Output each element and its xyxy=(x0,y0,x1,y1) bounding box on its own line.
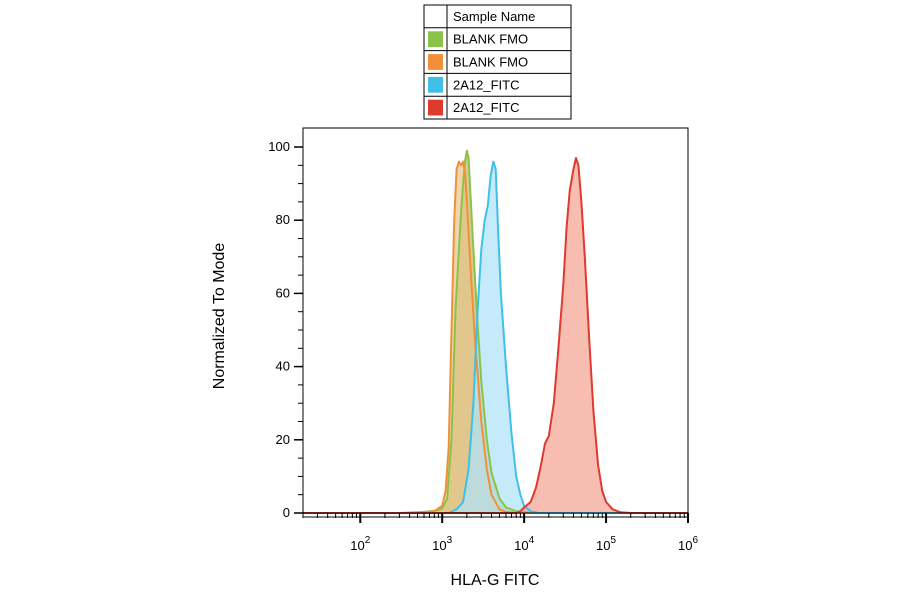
x-axis: 102 103 104 105 106 xyxy=(302,512,698,553)
legend: Sample Name BLANK FMO BLANK FMO 2A12_FITC 2A… xyxy=(423,4,572,120)
legend-swatch xyxy=(428,31,443,48)
y-tick-label: 20 xyxy=(276,432,290,447)
series-line-1 xyxy=(303,149,688,514)
x-axis-title: HLA-G FITC xyxy=(451,572,540,589)
legend-frame xyxy=(423,4,572,120)
legend-swatch xyxy=(428,76,443,93)
series-layer xyxy=(303,149,688,514)
series-line-3 xyxy=(303,160,688,514)
x-tick-label: 103 xyxy=(432,535,452,553)
y-axis-title: Normalized To Mode xyxy=(211,243,228,390)
legend-swatch xyxy=(428,54,443,70)
y-tick-label: 60 xyxy=(276,285,290,300)
y-tick-label: 0 xyxy=(283,505,290,520)
series-area-4 xyxy=(303,158,688,513)
series-line-4 xyxy=(303,157,688,514)
series-area-3 xyxy=(303,161,688,513)
x-tick-label: 105 xyxy=(596,535,616,553)
legend-label: 2A12_FITC xyxy=(453,77,519,92)
x-tick-label: 102 xyxy=(350,535,370,553)
y-tick-label: 40 xyxy=(276,359,290,374)
x-tick-label: 104 xyxy=(514,535,534,553)
x-tick-label: 106 xyxy=(678,535,698,553)
series-line-2 xyxy=(303,160,688,514)
plot-frame xyxy=(302,127,689,518)
y-tick-label: 100 xyxy=(268,139,290,154)
y-tick-label: 80 xyxy=(276,212,290,227)
legend-label: BLANK FMO xyxy=(453,32,528,47)
y-axis: 0 20 40 60 80 100 xyxy=(268,139,303,520)
legend-label: 2A12_FITC xyxy=(453,100,519,115)
legend-label: BLANK FMO xyxy=(453,55,528,70)
legend-swatch xyxy=(428,99,443,116)
legend-header: Sample Name xyxy=(453,9,535,24)
